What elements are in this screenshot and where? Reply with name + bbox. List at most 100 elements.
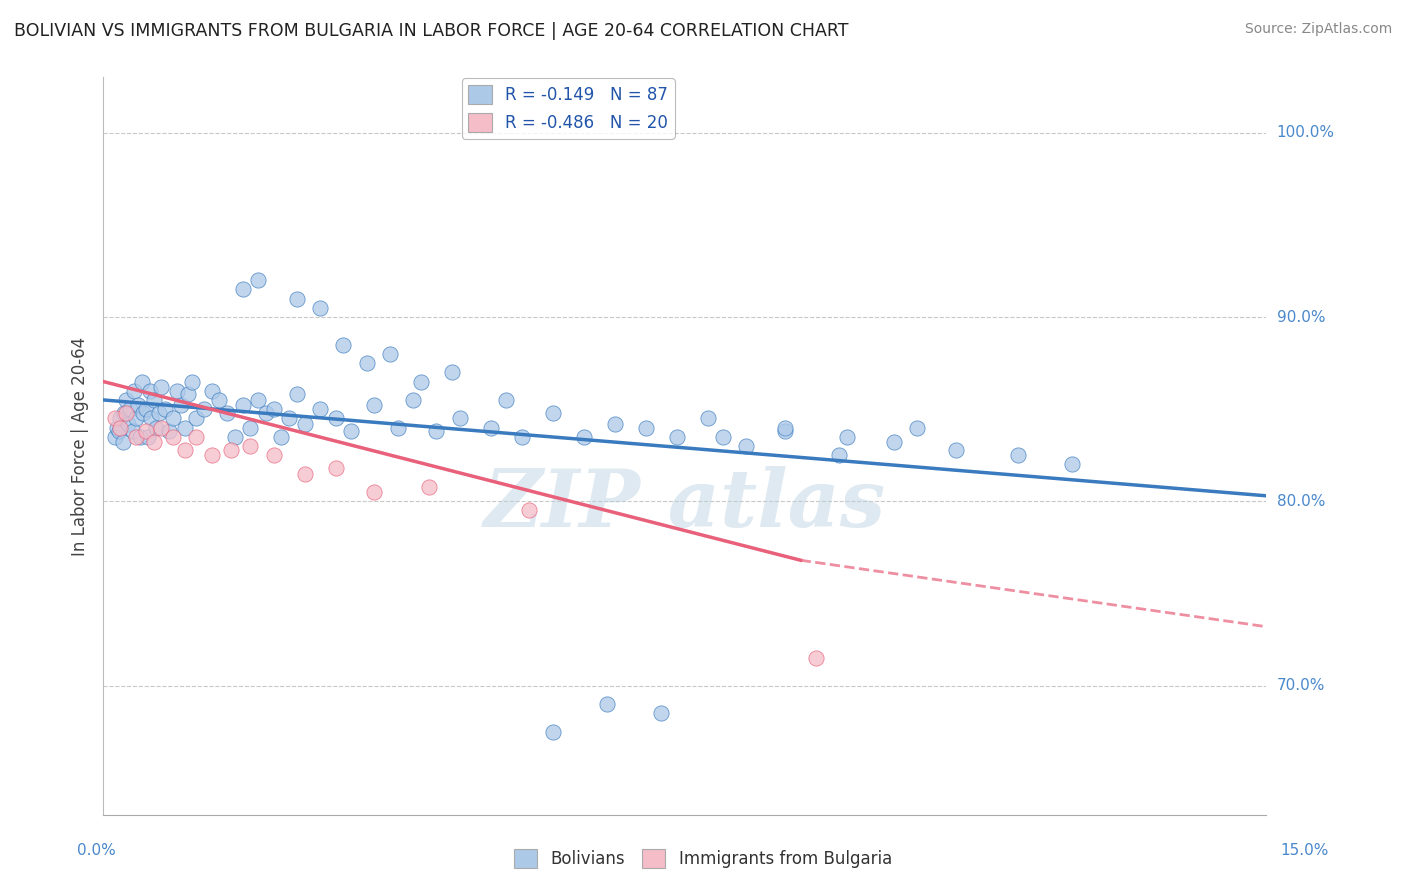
Point [173,442,195,457]
Point [162,411,184,425]
Text: 15.0%: 15.0% [1281,843,1329,858]
Point [363,399,385,413]
Point [117,417,139,431]
Text: 100.0%: 100.0% [1277,125,1334,140]
Point [363,485,385,500]
Point [696,411,718,425]
Point [115,392,138,407]
Point [104,430,127,444]
Point [153,402,176,417]
Point [120,402,142,417]
Point [294,417,316,431]
Legend: Bolivians, Immigrants from Bulgaria: Bolivians, Immigrants from Bulgaria [508,842,898,875]
Point [184,430,207,444]
Point [294,467,316,481]
Point [409,375,432,389]
Point [125,430,148,444]
Text: 0.0%: 0.0% [77,843,117,858]
Point [285,292,308,306]
Point [1007,448,1029,462]
Point [309,301,332,315]
Point [510,430,533,444]
Point [132,406,155,420]
Point [883,435,905,450]
Point [773,424,796,438]
Point [828,448,851,462]
Point [142,392,165,407]
Legend: R = -0.149   N = 87, R = -0.486   N = 20: R = -0.149 N = 87, R = -0.486 N = 20 [461,78,675,138]
Point [115,406,138,420]
Point [495,392,517,407]
Point [356,356,378,370]
Point [247,392,270,407]
Point [108,420,131,434]
Point [108,411,131,425]
Point [141,411,163,425]
Point [1060,458,1083,472]
Point [711,430,734,444]
Point [121,424,143,438]
Point [378,347,401,361]
Point [232,399,254,413]
Point [263,448,285,462]
Point [239,420,262,434]
Point [425,424,447,438]
Point [224,430,246,444]
Point [270,430,292,444]
Point [131,375,153,389]
Text: ZIP atlas: ZIP atlas [484,467,886,544]
Point [201,448,224,462]
Point [111,435,134,450]
Point [142,435,165,450]
Point [166,384,188,398]
Point [735,439,758,453]
Text: 80.0%: 80.0% [1277,494,1324,508]
Point [136,430,159,444]
Point [239,439,262,453]
Point [184,411,207,425]
Point [135,424,157,438]
Point [634,420,657,434]
Point [309,402,332,417]
Point [603,417,626,431]
Point [905,420,928,434]
Point [138,384,160,398]
Text: BOLIVIAN VS IMMIGRANTS FROM BULGARIA IN LABOR FORCE | AGE 20-64 CORRELATION CHAR: BOLIVIAN VS IMMIGRANTS FROM BULGARIA IN … [14,22,849,40]
Point [181,375,204,389]
Point [112,406,135,420]
Y-axis label: In Labor Force | Age 20-64: In Labor Force | Age 20-64 [72,336,89,556]
Point [150,420,173,434]
Point [104,411,127,425]
Point [837,430,859,444]
Point [572,430,595,444]
Point [773,420,796,434]
Point [150,380,173,394]
Point [541,724,564,739]
Point [201,384,224,398]
Point [145,420,167,434]
Point [285,387,308,401]
Point [479,420,502,434]
Point [945,442,967,457]
Point [440,365,463,379]
Point [173,420,195,434]
Point [596,697,619,711]
Text: Source: ZipAtlas.com: Source: ZipAtlas.com [1244,22,1392,37]
Text: 90.0%: 90.0% [1277,310,1326,325]
Point [169,399,191,413]
Point [219,442,242,457]
Point [449,411,471,425]
Point [387,420,409,434]
Point [278,411,301,425]
Point [217,406,239,420]
Point [519,503,541,517]
Point [162,430,184,444]
Point [332,337,354,351]
Point [208,392,231,407]
Point [125,411,148,425]
Point [122,384,145,398]
Point [127,399,149,413]
Point [804,651,827,665]
Point [148,406,170,420]
Point [418,479,440,493]
